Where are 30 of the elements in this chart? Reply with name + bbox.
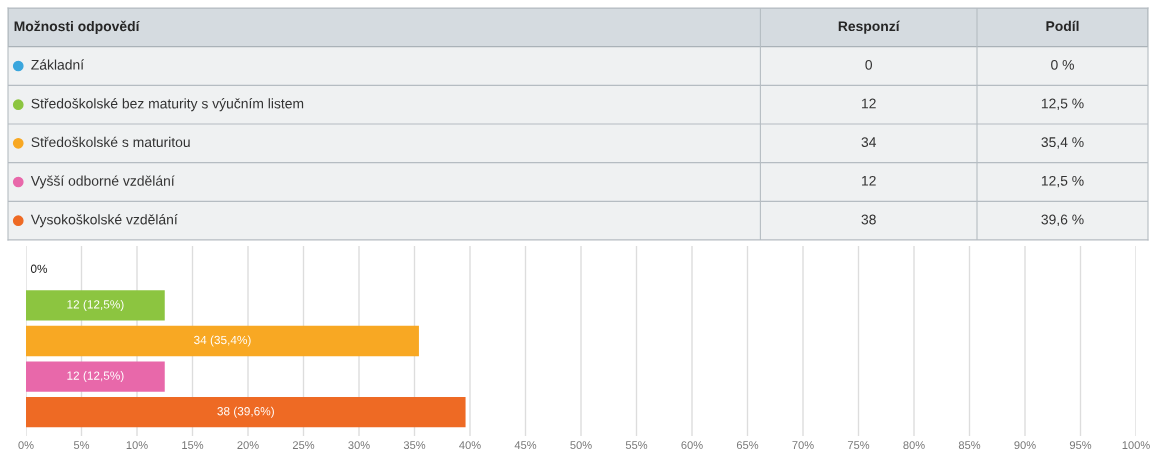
x-tick-label: 55% — [625, 441, 648, 450]
x-tick-label: 100% — [1122, 441, 1150, 450]
x-tick-label: 10% — [126, 441, 148, 450]
x-tick-label: 60% — [681, 441, 703, 450]
x-tick-label: 20% — [237, 441, 259, 450]
x-tick-label: 0% — [18, 441, 34, 450]
x-tick-label: 80% — [903, 441, 925, 450]
data-label: 38 (39,6%) — [217, 406, 274, 418]
x-tick-label: 25% — [292, 441, 315, 450]
x-tick-label: 15% — [182, 441, 204, 450]
x-tick-label: 75% — [847, 441, 870, 450]
data-label: 12 (12,5%) — [67, 299, 124, 311]
bar — [26, 290, 165, 321]
bar — [26, 325, 419, 357]
data-label: 12 (12,5%) — [67, 371, 124, 383]
x-tick-label: 65% — [736, 441, 759, 450]
x-tick-label: 40% — [459, 441, 481, 450]
x-tick-label: 85% — [958, 441, 981, 450]
x-tick-label: 35% — [403, 441, 426, 450]
x-tick-label: 5% — [73, 441, 90, 450]
x-tick-label: 45% — [514, 441, 537, 450]
x-tick-label: 50% — [570, 441, 592, 450]
x-tick-label: 70% — [792, 441, 814, 450]
data-label: 0% — [30, 264, 48, 273]
x-tick-label: 95% — [1069, 441, 1092, 450]
bar — [26, 397, 466, 428]
bar — [26, 361, 165, 392]
x-tick-label: 30% — [348, 441, 370, 450]
data-label: 34 (35,4%) — [194, 335, 251, 347]
x-tick-label: 90% — [1014, 441, 1036, 450]
